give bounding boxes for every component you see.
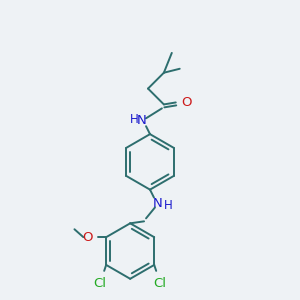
Text: H: H (130, 113, 139, 126)
Text: N: N (153, 197, 163, 210)
Text: O: O (82, 231, 92, 244)
Text: H: H (164, 199, 172, 212)
Text: O: O (182, 96, 192, 109)
Text: Cl: Cl (94, 277, 107, 290)
Text: N: N (137, 114, 147, 127)
Text: Cl: Cl (154, 277, 167, 290)
